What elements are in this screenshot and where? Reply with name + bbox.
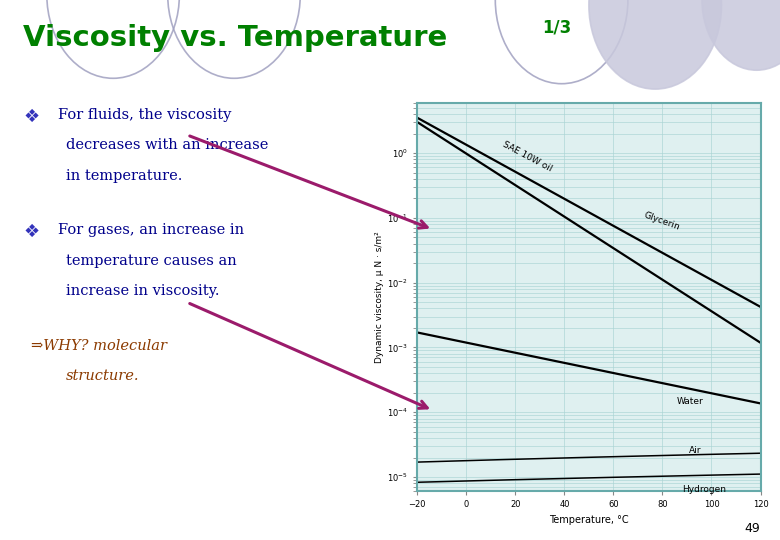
Text: ❖: ❖ <box>23 108 40 126</box>
Text: SAE 10W oil: SAE 10W oil <box>501 139 553 173</box>
Text: Water: Water <box>677 397 704 406</box>
Text: Glycerin: Glycerin <box>643 210 682 232</box>
Text: 49: 49 <box>745 522 760 535</box>
X-axis label: Temperature, °C: Temperature, °C <box>549 515 629 525</box>
Text: structure.: structure. <box>66 369 140 383</box>
Text: increase in viscosity.: increase in viscosity. <box>66 284 220 298</box>
Y-axis label: Dynamic viscosity, μ N · s/m²: Dynamic viscosity, μ N · s/m² <box>375 231 385 363</box>
Text: temperature causes an: temperature causes an <box>66 254 237 268</box>
Text: For fluids, the viscosity: For fluids, the viscosity <box>58 108 232 122</box>
Text: ❖: ❖ <box>23 223 40 241</box>
Text: in temperature.: in temperature. <box>66 168 183 183</box>
Text: Air: Air <box>690 446 702 455</box>
Text: Hydrogen: Hydrogen <box>682 485 726 494</box>
Text: Viscosity vs. Temperature: Viscosity vs. Temperature <box>23 24 448 52</box>
Text: decreases with an increase: decreases with an increase <box>66 138 268 152</box>
Text: ⇒WHY? molecular: ⇒WHY? molecular <box>31 339 167 353</box>
Text: For gases, an increase in: For gases, an increase in <box>58 223 245 237</box>
Text: 1/3: 1/3 <box>542 19 571 37</box>
